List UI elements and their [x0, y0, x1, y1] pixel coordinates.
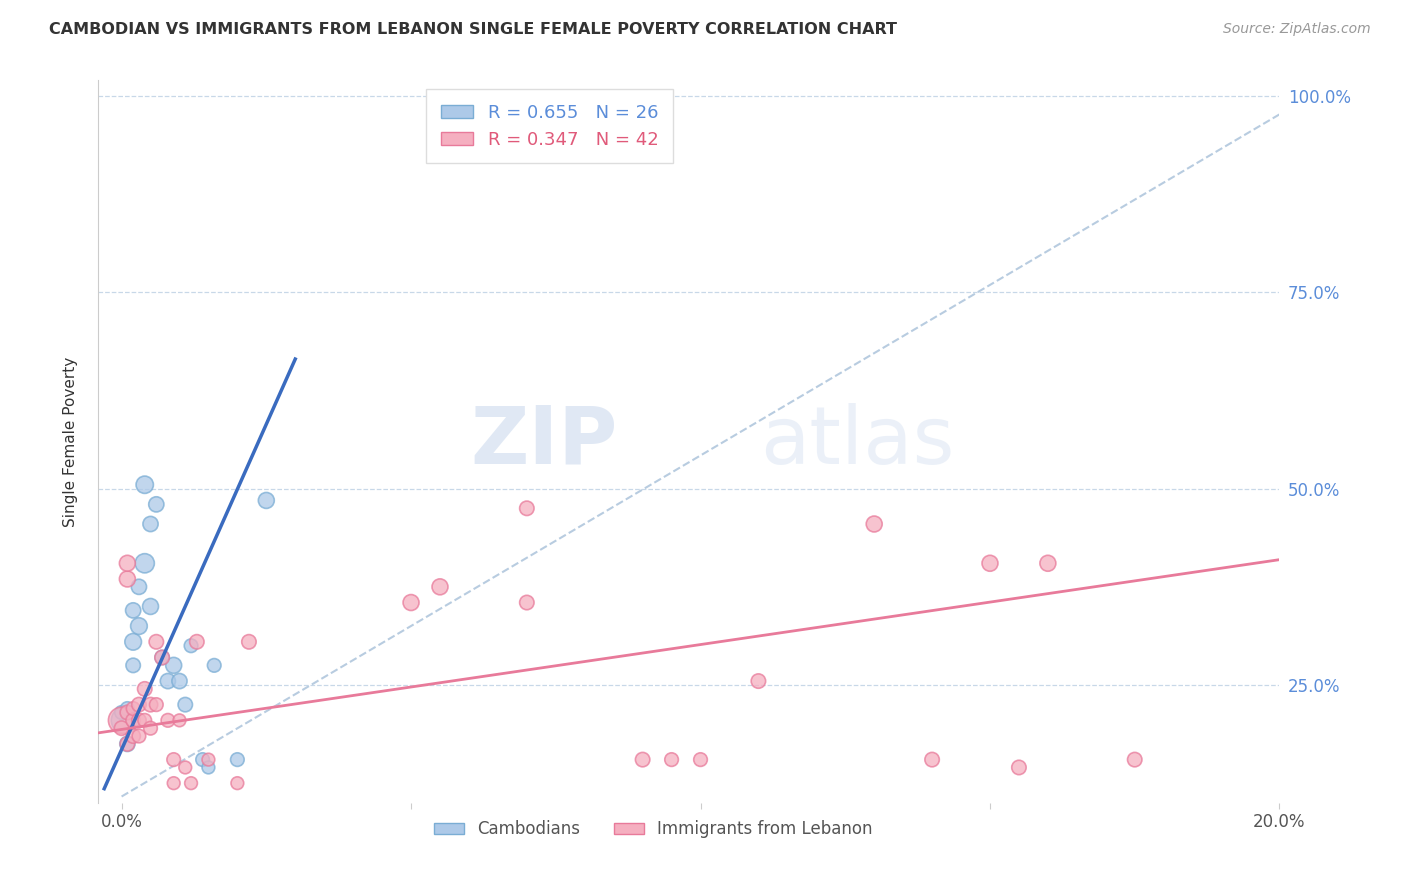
- Point: [110, 714, 132, 728]
- Point: [197, 753, 219, 767]
- Point: [863, 516, 886, 531]
- Point: [226, 776, 249, 790]
- Point: [163, 776, 186, 790]
- Point: [128, 580, 150, 594]
- Point: [117, 706, 139, 720]
- Point: [128, 619, 150, 633]
- Point: [145, 698, 167, 712]
- Point: [122, 658, 145, 673]
- Point: [689, 753, 711, 767]
- Text: Source: ZipAtlas.com: Source: ZipAtlas.com: [1223, 22, 1371, 37]
- Point: [122, 603, 145, 617]
- Point: [180, 776, 202, 790]
- Point: [128, 714, 150, 728]
- Point: [226, 753, 249, 767]
- Point: [631, 753, 654, 767]
- Point: [150, 650, 173, 665]
- Point: [1008, 760, 1031, 774]
- Point: [117, 737, 139, 751]
- Point: [145, 497, 167, 511]
- Point: [110, 706, 132, 720]
- Point: [117, 556, 139, 570]
- Point: [139, 599, 162, 614]
- Point: [134, 556, 156, 570]
- Point: [117, 572, 139, 586]
- Point: [150, 650, 173, 665]
- Point: [174, 760, 197, 774]
- Point: [180, 639, 202, 653]
- Point: [174, 698, 197, 712]
- Legend: Cambodians, Immigrants from Lebanon: Cambodians, Immigrants from Lebanon: [427, 814, 879, 845]
- Point: [134, 714, 156, 728]
- Point: [134, 681, 156, 696]
- Point: [202, 658, 225, 673]
- Point: [399, 595, 422, 609]
- Point: [516, 595, 538, 609]
- Point: [429, 580, 451, 594]
- Text: atlas: atlas: [759, 402, 955, 481]
- Point: [122, 714, 145, 728]
- Point: [169, 674, 191, 689]
- Point: [139, 698, 162, 712]
- Point: [117, 706, 139, 720]
- Point: [139, 721, 162, 735]
- Point: [128, 698, 150, 712]
- Point: [516, 501, 538, 516]
- Point: [163, 658, 186, 673]
- Point: [191, 753, 214, 767]
- Point: [238, 635, 260, 649]
- Text: CAMBODIAN VS IMMIGRANTS FROM LEBANON SINGLE FEMALE POVERTY CORRELATION CHART: CAMBODIAN VS IMMIGRANTS FROM LEBANON SIN…: [49, 22, 897, 37]
- Point: [156, 714, 179, 728]
- Text: ZIP: ZIP: [471, 402, 619, 481]
- Point: [156, 674, 179, 689]
- Point: [110, 721, 132, 735]
- Point: [128, 729, 150, 743]
- Point: [122, 729, 145, 743]
- Point: [169, 714, 191, 728]
- Point: [197, 760, 219, 774]
- Point: [747, 674, 769, 689]
- Point: [1036, 556, 1059, 570]
- Point: [145, 635, 167, 649]
- Point: [979, 556, 1001, 570]
- Point: [163, 753, 186, 767]
- Point: [139, 516, 162, 531]
- Point: [117, 737, 139, 751]
- Point: [122, 701, 145, 715]
- Point: [921, 753, 943, 767]
- Point: [254, 493, 277, 508]
- Point: [117, 701, 139, 715]
- Y-axis label: Single Female Poverty: Single Female Poverty: [63, 357, 77, 526]
- Point: [661, 753, 683, 767]
- Point: [1123, 753, 1146, 767]
- Point: [134, 477, 156, 491]
- Point: [122, 635, 145, 649]
- Point: [114, 714, 136, 728]
- Point: [186, 635, 208, 649]
